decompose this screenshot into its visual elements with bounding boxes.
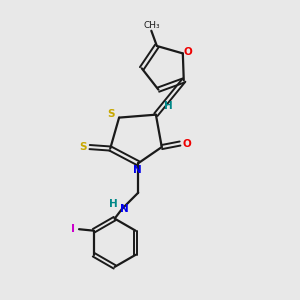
Text: CH₃: CH₃ (143, 21, 160, 30)
Text: N: N (133, 165, 142, 175)
Text: S: S (107, 109, 115, 119)
Text: O: O (184, 47, 193, 57)
Text: I: I (71, 224, 75, 234)
Text: S: S (80, 142, 87, 152)
Text: N: N (120, 205, 129, 214)
Text: H: H (164, 101, 172, 111)
Text: O: O (182, 139, 191, 148)
Text: H: H (109, 200, 118, 209)
